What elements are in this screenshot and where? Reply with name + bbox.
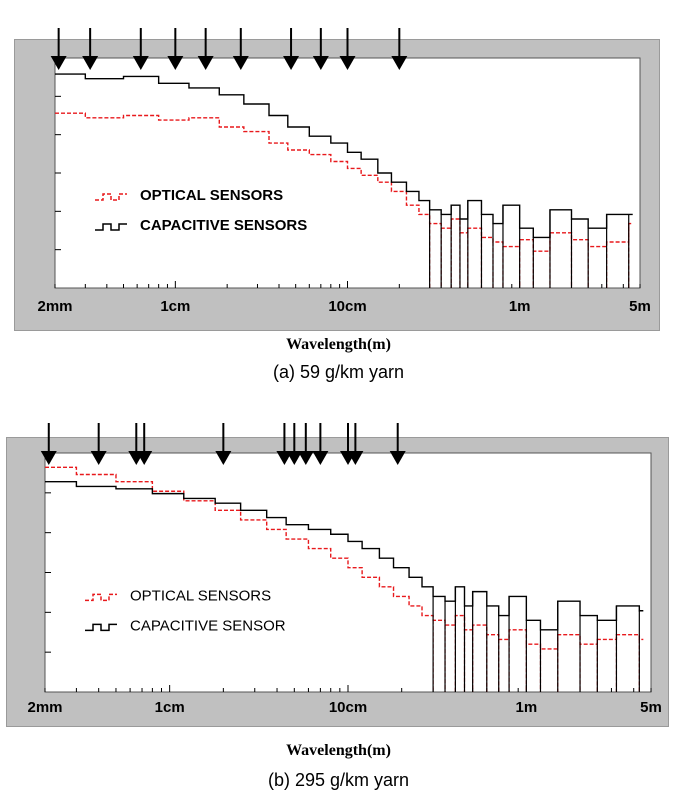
arrow-head — [167, 56, 184, 70]
arrow-head — [132, 56, 149, 70]
plot-area — [54, 57, 641, 289]
x-tick-label: 1cm — [155, 699, 185, 716]
arrow-head — [391, 56, 408, 70]
legend-sample — [85, 623, 117, 632]
chart-b: 2mm 1cm 10cm 1m 5m OPTICAL SENSORS CAPACITIVE … — [27, 423, 662, 716]
legend-label: OPTICAL SENSORS — [140, 187, 283, 204]
caption-b: (b) 295 g/km yarn — [267, 770, 410, 790]
legend-sample — [95, 193, 127, 201]
x-tick-label: 10cm — [328, 298, 366, 315]
x-tick-label: 1m — [515, 699, 537, 716]
arrow-head — [136, 451, 153, 465]
chart-a: 2mm 1cm 10cm 1m 5m OPTICAL SENSORS CAPACITIVE … — [37, 28, 651, 315]
arrow-head — [215, 451, 232, 465]
arrow-head — [283, 56, 300, 70]
series-line — [45, 466, 644, 650]
arrow-head — [389, 451, 406, 465]
arrow-head — [82, 56, 99, 70]
series-line — [55, 112, 633, 252]
arrow-head — [312, 451, 329, 465]
legend-label: CAPACITIVE SENSORS — [140, 217, 307, 234]
arrow-head — [339, 56, 356, 70]
x-tick-label: 2mm — [37, 298, 72, 315]
arrow-head — [197, 56, 214, 70]
x-tick-label: 10cm — [329, 699, 367, 716]
legend-sample — [85, 593, 117, 602]
x-tick-label: 1m — [509, 298, 531, 315]
arrow-head — [50, 56, 67, 70]
arrow-head — [297, 451, 314, 465]
series-line — [55, 73, 633, 239]
x-axis-label-b: Wavelength(m) — [286, 742, 391, 759]
legend-sample — [95, 223, 127, 231]
plot-area — [44, 452, 652, 693]
legend-label: CAPACITIVE SENSOR — [130, 617, 286, 634]
chart-panel-a: 2mm 1cm 10cm 1m 5m OPTICAL SENSORS CAPACITIVE … — [0, 0, 677, 382]
arrow-head — [286, 451, 303, 465]
series-line — [45, 480, 644, 631]
caption-a: (a) 59 g/km yarn — [272, 362, 405, 382]
legend-label: OPTICAL SENSORS — [130, 587, 271, 604]
x-tick-label: 5m — [640, 699, 662, 716]
chart-panel-b: 2mm 1cm 10cm 1m 5m OPTICAL SENSORS CAPACITIVE … — [0, 400, 677, 795]
x-tick-label: 5m — [629, 298, 651, 315]
x-axis-label-a: Wavelength(m) — [286, 336, 391, 353]
arrow-head — [40, 451, 57, 465]
arrow-head — [312, 56, 329, 70]
x-tick-label: 1cm — [160, 298, 190, 315]
arrow-head — [232, 56, 249, 70]
x-tick-label: 2mm — [27, 699, 62, 716]
arrow-head — [347, 451, 364, 465]
arrow-head — [90, 451, 107, 465]
